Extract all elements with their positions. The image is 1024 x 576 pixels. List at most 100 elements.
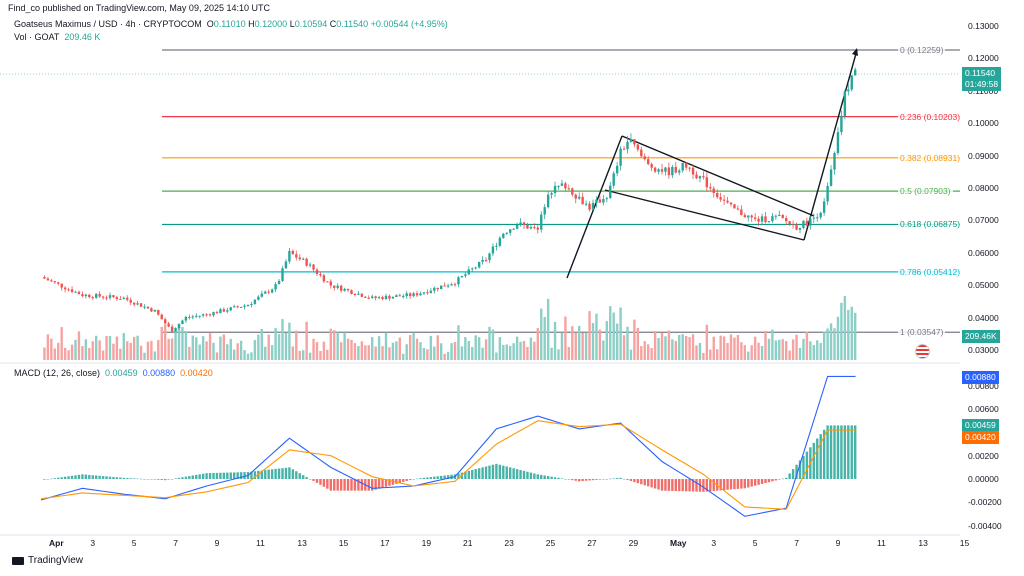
volume-legend: Vol · GOAT 209.46 K — [14, 32, 101, 42]
volume-bar — [302, 350, 305, 360]
candle-body — [74, 291, 77, 293]
macd-hist-bar — [678, 479, 681, 492]
volume-bar — [95, 335, 98, 360]
macd-hist-bar — [557, 477, 560, 479]
macd-hist-bar — [847, 425, 850, 479]
macd-hist-bar — [336, 479, 339, 491]
candle-body — [515, 224, 519, 229]
tradingview-logo[interactable]: TradingView — [12, 555, 83, 566]
volume-bar — [519, 341, 522, 360]
macd-hist-bar — [564, 479, 567, 480]
volume-bar — [533, 341, 536, 360]
volume-bar — [816, 340, 819, 360]
volume-bar — [384, 332, 388, 360]
macd-hist-bar — [626, 479, 629, 480]
volume-bar — [847, 309, 850, 360]
volume-bar — [229, 338, 232, 360]
volume-bar — [778, 339, 781, 360]
macd-hist-bar — [302, 475, 305, 479]
tradingview-logo-icon — [12, 556, 24, 565]
volume-bar — [226, 344, 229, 360]
volume-bar — [63, 347, 67, 360]
time-tick: 25 — [545, 538, 556, 548]
volume-bar — [81, 346, 84, 360]
volume-bar — [84, 339, 88, 360]
candle-body — [288, 250, 291, 262]
volume-bar — [798, 347, 802, 360]
volume-bar — [719, 335, 722, 360]
volume-bar — [433, 346, 436, 360]
volume-bar — [181, 326, 184, 360]
volume-bar — [809, 341, 812, 360]
macd-hist-bar — [74, 475, 77, 479]
volume-value: 209.46 K — [64, 32, 101, 42]
macd-hist-bar — [695, 479, 698, 492]
candle-body — [398, 295, 401, 297]
volume-bar — [481, 347, 484, 360]
volume-bar — [274, 328, 277, 360]
macd-line-badge: 0.00880 — [962, 371, 999, 384]
volume-bar — [201, 336, 205, 360]
volume-bar — [357, 346, 360, 360]
candle-body — [536, 227, 539, 230]
candle-body — [622, 148, 626, 150]
macd-hist-bar — [188, 476, 191, 479]
macd-hist-bar — [174, 478, 177, 479]
candle-body — [816, 217, 819, 219]
candle-body — [540, 214, 543, 230]
macd-hist-bar — [647, 479, 650, 487]
volume-bar — [315, 342, 319, 360]
macd-hist-bar — [767, 479, 771, 483]
time-tick: 7 — [794, 538, 799, 548]
macd-hist-bar — [312, 479, 315, 481]
candle-body — [402, 296, 405, 298]
macd-tick: -0.00400 — [968, 520, 1002, 531]
candle-body — [560, 183, 564, 186]
candle-body — [660, 169, 664, 172]
volume-bar — [333, 330, 336, 360]
macd-hist-bar — [264, 470, 267, 479]
us-flag-icon[interactable] — [915, 344, 930, 359]
macd-hist-bar — [854, 425, 857, 479]
macd-hist-bar — [643, 479, 646, 486]
macd-hist-bar — [402, 479, 405, 482]
volume-bar — [219, 336, 222, 360]
macd-hist-bar — [519, 469, 522, 479]
volume-bar — [557, 349, 560, 360]
volume-bar — [350, 339, 353, 360]
candle-body — [481, 259, 484, 262]
volume-bar — [512, 343, 515, 360]
volume-bar — [270, 345, 274, 360]
macd-hist-bar — [681, 479, 684, 492]
macd-hist-bar — [778, 479, 781, 480]
macd-hist-bar — [664, 479, 667, 491]
macd-hist-bar — [629, 479, 633, 482]
candle-body — [122, 297, 125, 299]
macd-hist-bar — [350, 479, 353, 491]
volume-bar — [609, 306, 612, 360]
candle-body — [440, 285, 443, 290]
volume-bar — [460, 346, 464, 360]
candle-body — [95, 293, 98, 298]
volume-bar — [495, 352, 498, 360]
volume-bar — [484, 339, 488, 360]
macd-hist-bar — [326, 479, 329, 489]
volume-bar — [653, 331, 657, 360]
volume-bar — [295, 330, 298, 360]
candle-body — [246, 305, 250, 307]
macd-hist-bar — [201, 473, 205, 479]
candle-body — [477, 261, 481, 268]
candle-body — [70, 289, 74, 293]
volume-bar — [284, 332, 288, 360]
macd-tick: 0.00000 — [968, 474, 999, 484]
volume-bar — [157, 339, 160, 360]
candle-body — [77, 291, 81, 295]
price-tick: 0.03000 — [968, 345, 999, 355]
candle-body — [491, 246, 495, 254]
volume-bar — [253, 339, 257, 360]
volume-bar — [729, 334, 733, 360]
candle-body — [150, 308, 153, 312]
candle-body — [574, 194, 577, 199]
macd-hist-bar — [457, 473, 460, 479]
